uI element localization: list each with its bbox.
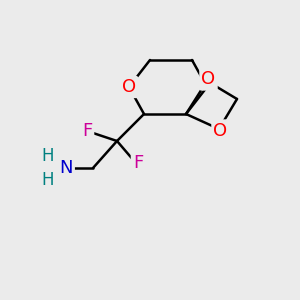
Text: F: F [82,122,92,140]
Text: O: O [213,122,228,140]
Text: H: H [42,171,54,189]
Text: F: F [133,154,143,172]
Text: O: O [201,70,216,88]
Text: O: O [122,78,136,96]
Text: H: H [42,147,54,165]
Text: N: N [59,159,73,177]
